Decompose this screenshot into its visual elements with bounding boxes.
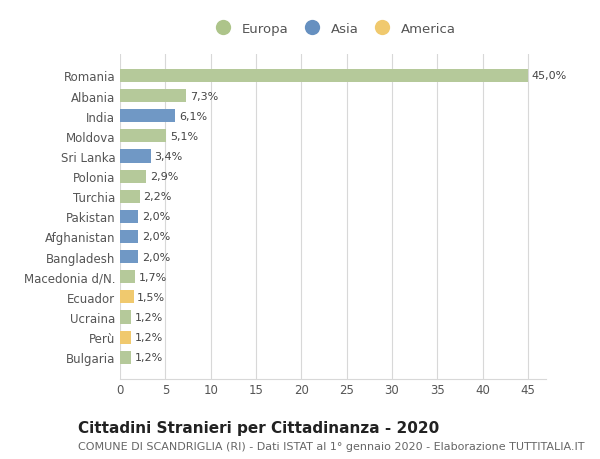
Text: COMUNE DI SCANDRIGLIA (RI) - Dati ISTAT al 1° gennaio 2020 - Elaborazione TUTTIT: COMUNE DI SCANDRIGLIA (RI) - Dati ISTAT …: [78, 441, 584, 451]
Bar: [120, 331, 131, 344]
Bar: [120, 90, 186, 103]
Bar: [120, 351, 131, 364]
Text: 1,7%: 1,7%: [139, 272, 167, 282]
Bar: [120, 110, 175, 123]
Text: 1,2%: 1,2%: [134, 353, 163, 363]
Bar: [120, 251, 138, 263]
Bar: [120, 170, 146, 183]
Legend: Europa, Asia, America: Europa, Asia, America: [210, 23, 456, 36]
Text: 45,0%: 45,0%: [532, 71, 567, 81]
Bar: [120, 271, 136, 284]
Text: 1,5%: 1,5%: [137, 292, 166, 302]
Text: 5,1%: 5,1%: [170, 132, 198, 141]
Bar: [120, 230, 138, 243]
Bar: [120, 130, 166, 143]
Bar: [120, 291, 134, 304]
Bar: [120, 190, 140, 203]
Text: 3,4%: 3,4%: [154, 151, 182, 162]
Text: 2,2%: 2,2%: [143, 192, 172, 202]
Text: 2,9%: 2,9%: [150, 172, 178, 182]
Text: 2,0%: 2,0%: [142, 232, 170, 242]
Text: 1,2%: 1,2%: [134, 332, 163, 342]
Text: 1,2%: 1,2%: [134, 312, 163, 322]
Bar: [120, 311, 131, 324]
Text: Cittadini Stranieri per Cittadinanza - 2020: Cittadini Stranieri per Cittadinanza - 2…: [78, 420, 439, 435]
Bar: [120, 70, 528, 83]
Text: 2,0%: 2,0%: [142, 252, 170, 262]
Bar: [120, 210, 138, 224]
Text: 7,3%: 7,3%: [190, 91, 218, 101]
Bar: [120, 150, 151, 163]
Text: 2,0%: 2,0%: [142, 212, 170, 222]
Text: 6,1%: 6,1%: [179, 112, 207, 122]
